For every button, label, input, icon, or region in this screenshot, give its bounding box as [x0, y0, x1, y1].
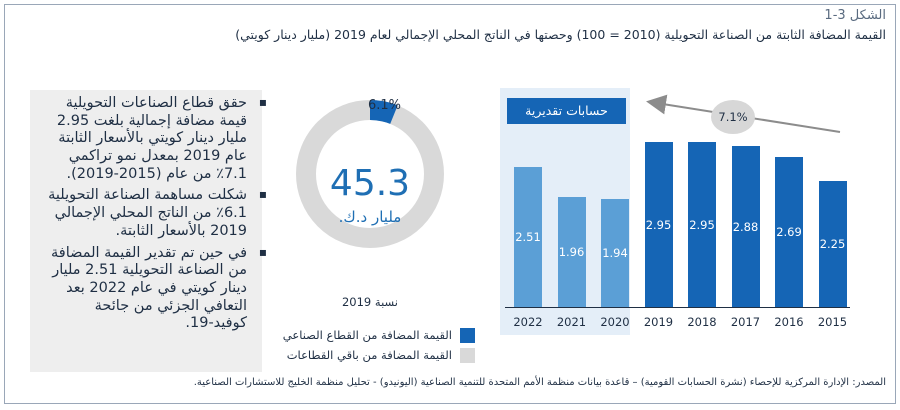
x-tick-label: 2016 [774, 315, 804, 329]
donut-industry-segment [296, 100, 444, 248]
legend-item-other: القيمة المضافة من باقي القطاعات [250, 346, 475, 364]
bar-2017 [731, 146, 760, 307]
donut-total-unit: مليار د.ك. [338, 208, 402, 226]
x-tick-label: 2022 [513, 315, 543, 329]
legend-swatch [460, 347, 475, 363]
x-tick-label: 2021 [556, 315, 587, 329]
donut-caption: نسبة 2019 [341, 295, 399, 309]
donut-share-label: 6.1% [368, 98, 402, 113]
estimate-badge: حسابات تقديرية [507, 98, 626, 124]
bar-2015 [818, 181, 847, 307]
x-tick-label: 2018 [687, 315, 717, 329]
bullet-item: شكلت مساهمة الصناعة التحويلية 6.1٪ من ال… [42, 187, 267, 240]
figure-label: الشكل 3-1 [824, 8, 886, 23]
bullet-list: حقق قطاع الصناعات التحويلية قيمة مضافة إ… [42, 95, 267, 337]
bar-2018 [688, 142, 716, 307]
bar-2021 [557, 197, 586, 307]
bar-2016 [775, 156, 803, 307]
x-axis-line [505, 307, 850, 308]
bar-value-label: 1.96 [558, 245, 585, 260]
x-tick-label: 2017 [730, 315, 761, 329]
figure-frame [4, 4, 896, 404]
bar-value-label: 2.95 [645, 217, 672, 232]
trend-label: 7.1% [711, 100, 755, 134]
x-tick-label: 2015 [817, 315, 848, 329]
legend-item-industry: القيمة المضافة من القطاع الصناعي [250, 326, 475, 344]
bar-value-label: 2.51 [515, 229, 541, 244]
figure-title: القيمة المضافة الثابتة من الصناعة التحوي… [235, 27, 886, 42]
legend-swatch [460, 327, 475, 343]
bullet-item: في حين تم تقدير القيمة المضافة من الصناع… [42, 245, 267, 333]
bar-value-label: 2.25 [819, 237, 846, 252]
donut-total-value: 45.3 [329, 163, 411, 204]
bar-value-label: 2.88 [732, 219, 759, 234]
bar-value-label: 2.69 [776, 224, 802, 239]
bar-2022 [514, 166, 542, 307]
bar-value-label: 2.95 [689, 217, 715, 232]
bar-2020 [601, 198, 629, 307]
bullet-item: حقق قطاع الصناعات التحويلية قيمة مضافة إ… [42, 95, 267, 183]
legend-label: القيمة المضافة من القطاع الصناعي [282, 328, 452, 342]
donut-chart [296, 100, 444, 248]
legend-label: القيمة المضافة من باقي القطاعات [286, 348, 452, 362]
x-tick-label: 2019 [643, 315, 674, 329]
bar-2019 [644, 142, 673, 307]
x-tick-label: 2020 [600, 315, 630, 329]
source-note: المصدر: الإدارة المركزية للإحصاء (نشرة ا… [193, 377, 886, 388]
bar-value-label: 1.94 [602, 245, 628, 260]
